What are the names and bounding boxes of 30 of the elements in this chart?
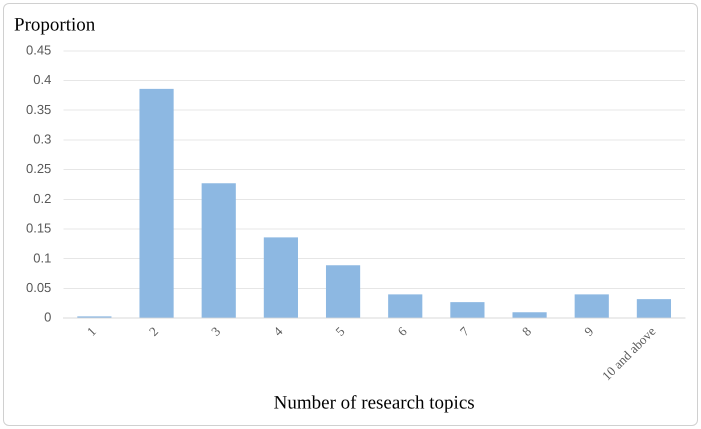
- y-tick-label: 0.4: [33, 72, 52, 88]
- y-tick-label: 0.05: [26, 280, 52, 296]
- x-tick-label: 8: [518, 324, 534, 339]
- y-tick-label: 0.15: [26, 220, 52, 236]
- x-tick-label: 1: [84, 324, 99, 339]
- x-tick-label: 7: [456, 323, 472, 339]
- bar: [574, 294, 609, 318]
- x-tick-label: 4: [270, 323, 286, 339]
- bar: [512, 312, 547, 318]
- bar: [326, 265, 360, 318]
- y-axis-title: Proportion: [14, 14, 96, 36]
- x-tick-label: 5: [332, 324, 348, 339]
- bar: [202, 183, 236, 318]
- y-tick-label: 0: [44, 310, 52, 325]
- y-tick-label: 0.45: [26, 42, 52, 58]
- x-axis-title: Number of research topics: [274, 392, 475, 414]
- bar: [264, 237, 298, 318]
- bar: [636, 299, 672, 318]
- y-tick-label: 0.1: [33, 250, 52, 266]
- bar: [450, 302, 485, 318]
- x-tick-label: 2: [146, 324, 162, 339]
- bar: [139, 88, 174, 318]
- y-tick-label: 0.35: [26, 102, 52, 117]
- y-tick-label: 0.3: [33, 132, 52, 146]
- y-tick-label: 0.2: [33, 190, 52, 206]
- y-tick-label: 0.25: [26, 161, 52, 176]
- x-tick-label: 9: [581, 324, 596, 339]
- x-tick-label: 3: [208, 324, 224, 339]
- x-tick-label: 6: [394, 323, 410, 339]
- bar: [388, 294, 422, 318]
